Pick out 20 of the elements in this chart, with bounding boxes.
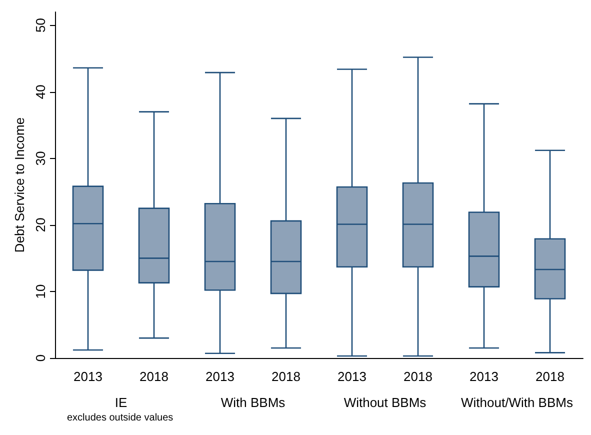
x-tick-label: 2013 [206,369,234,384]
x-tick-label: 2018 [536,369,564,384]
y-tick-label: 50 [33,18,48,33]
y-tick-label: 10 [33,284,48,299]
text: Without/With BBMs [461,395,574,410]
text: IE [114,395,128,410]
x-tick-label: 2013 [74,369,102,384]
y-tick-label: 20 [33,218,48,232]
x-tick-label: 2018 [404,369,432,384]
y-tick-label: 40 [33,84,48,100]
x-tick-label: 2013 [338,369,366,384]
y-tick-label: 30 [33,151,48,166]
x-tick-label: 2018 [272,369,300,384]
text: Without BBMs [344,395,427,410]
y-tick-label: 0 [33,354,48,362]
x-tick-label: 2013 [470,369,498,384]
text: excludes outside values [67,412,174,424]
y-axis-title: Debt Service to Income [12,117,28,253]
text: With BBMs [220,395,286,410]
x-tick-label: 2018 [140,369,168,384]
